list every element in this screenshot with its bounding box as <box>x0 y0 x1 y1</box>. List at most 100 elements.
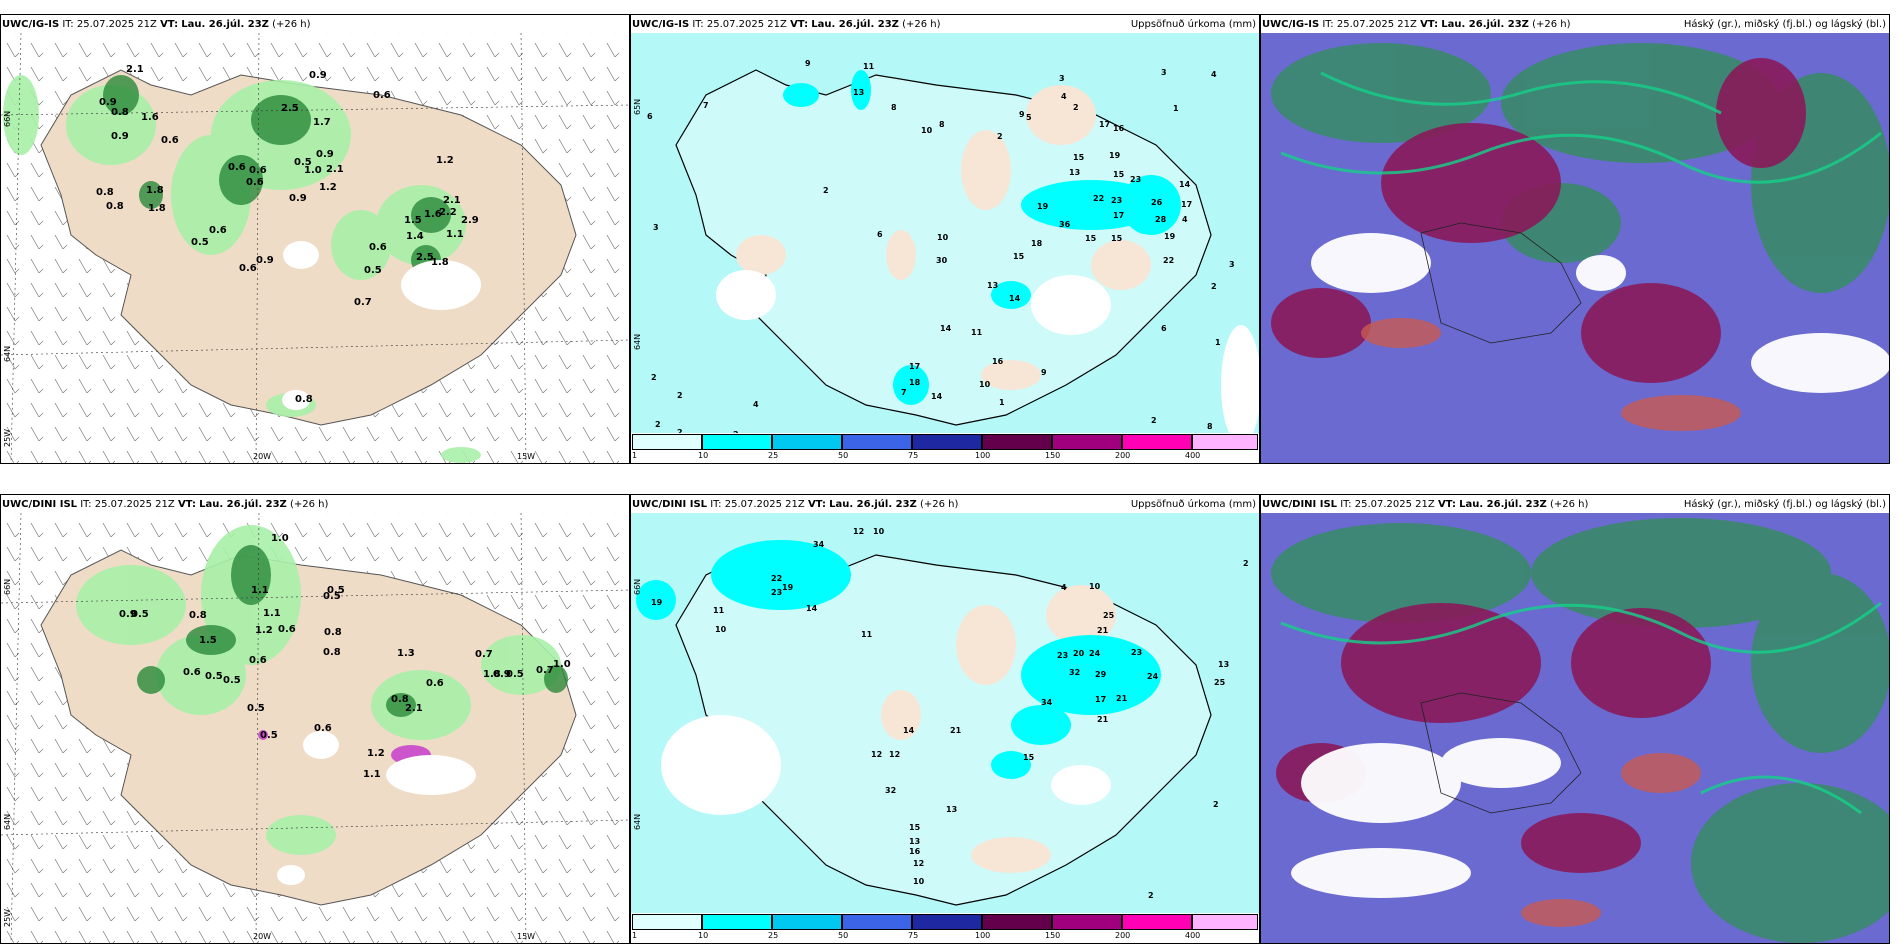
map-value-label: 0.9 <box>309 70 327 81</box>
panel-header: UWC/IG-IS IT: 25.07.2025 21Z VT: Lau. 26… <box>1262 19 1571 30</box>
map-value-label: 16 <box>909 847 921 856</box>
panel-igis-accum-precip: UWC/IG-IS IT: 25.07.2025 21Z VT: Lau. 26… <box>630 14 1260 464</box>
cbar-tick: 25 <box>768 451 779 460</box>
map-value-label: 14 <box>806 604 818 613</box>
panel-header: UWC/DINI ISL IT: 25.07.2025 21Z VT: Lau.… <box>1262 499 1589 510</box>
cbar-tick: 50 <box>838 451 849 460</box>
map-value-label: 19 <box>782 583 794 592</box>
map-value-label: 2 <box>677 391 683 400</box>
map-value-label: 3 <box>653 223 659 232</box>
field-title: Háský (gr.), miðský (fj.bl.) og lágský (… <box>1683 499 1886 510</box>
cbar-bin <box>982 914 1052 930</box>
map-value-label: 1.8 <box>148 203 166 214</box>
map-value-label: 0.8 <box>189 610 207 621</box>
map-value-label: 0.9 <box>111 131 129 142</box>
map-value-label: 15 <box>1013 252 1025 261</box>
map-value-label: 25 <box>1214 678 1226 687</box>
map-value-label: 1.8 <box>483 669 501 680</box>
map-value-label: 1.6 <box>424 209 442 220</box>
map-value-label: 18 <box>909 378 921 387</box>
map-value-label: 0.5 <box>327 585 345 596</box>
panel-header: UWC/IG-IS IT: 25.07.2025 21Z VT: Lau. 26… <box>632 19 941 30</box>
map-value-label: 26 <box>1151 198 1163 207</box>
lat-label-25w: 25W <box>3 428 12 447</box>
map-value-label: 21 <box>1116 694 1128 703</box>
map-value-label: 15 <box>1023 753 1035 762</box>
map-value-label: 0.5 <box>247 703 265 714</box>
map-value-label: 19 <box>1037 202 1049 211</box>
lon-label-15w: 15W <box>517 452 536 461</box>
precip-colorbar: 1 10 25 50 75 100 150 200 400 <box>632 434 1258 462</box>
cbar-bin <box>982 434 1052 450</box>
map-value-label: 16 <box>1113 124 1125 133</box>
cbar-tick: 100 <box>975 931 991 940</box>
cbar-tick: 1 <box>632 451 638 460</box>
panel-igis-precip-wind: UWC/IG-IS IT: 25.07.2025 21Z VT: Lau. 26… <box>0 14 630 464</box>
map-value-label: 13 <box>909 837 920 846</box>
map-value-label: 2.1 <box>405 703 423 714</box>
map-value-label: 10 <box>937 233 949 242</box>
map-value-label: 0.8 <box>106 201 124 212</box>
field-title: Uppsöfnuð úrkoma (mm) <box>1130 19 1256 30</box>
map-value-label: 1.1 <box>251 585 269 596</box>
cbar-bin <box>1052 434 1122 450</box>
map-value-label: 10 <box>873 527 885 536</box>
map-value-label: 5 <box>1026 113 1032 122</box>
lat-label-64n: 64N <box>633 813 642 830</box>
map-value-label: 10 <box>715 625 727 634</box>
map-value-label: 34 <box>813 540 825 549</box>
map-value-label: 8 <box>939 120 945 129</box>
map-value-label: 12 <box>853 527 864 536</box>
map-value-label: 23 <box>1130 175 1141 184</box>
cbar-tick: 50 <box>838 931 849 940</box>
map-value-label: 15 <box>1111 234 1123 243</box>
map-value-label: 4 <box>1182 215 1188 224</box>
map-value-label: 0.5 <box>323 591 341 602</box>
cbar-tick: 150 <box>1045 931 1061 940</box>
map-value-label: 2.9 <box>461 215 479 226</box>
map-value-label: 2 <box>1179 912 1185 913</box>
map-value-label: 4 <box>1211 70 1217 79</box>
cbar-bin <box>1192 914 1258 930</box>
map-value-label: 0.8 <box>111 107 129 118</box>
map-value-label: 0.5 <box>294 157 312 168</box>
map-value-label: 8 <box>891 103 897 112</box>
map-value-label: 23 <box>1057 651 1068 660</box>
cbar-tick: 400 <box>1185 451 1201 460</box>
cbar-bin <box>1122 434 1192 450</box>
cbar-tick: 100 <box>975 451 991 460</box>
map-value-label: 17 <box>1095 695 1106 704</box>
lat-label-65n: 65N <box>633 98 642 115</box>
map-value-label: 12 <box>871 750 882 759</box>
panel-dini-precip-wind: UWC/DINI ISL IT: 25.07.2025 21Z VT: Lau.… <box>0 494 630 944</box>
map-value-label: 0.6 <box>426 678 444 689</box>
cbar-tick: 150 <box>1045 451 1061 460</box>
map-value-label: 0.8 <box>324 627 342 638</box>
precip-wind-map: 2.10.90.60.90.8 1.62.51.70.9 0.60.50.90.6 0… <box>1 33 629 463</box>
panel-header: UWC/DINI ISL IT: 25.07.2025 21Z VT: Lau.… <box>632 499 959 510</box>
cbar-tick: 10 <box>698 451 709 460</box>
map-value-label: 0.6 <box>183 667 201 678</box>
map-value-label: 12 <box>913 859 924 868</box>
map-value-label: 3 <box>1229 260 1235 269</box>
map-value-label: 14 <box>903 726 915 735</box>
panel-header: UWC/IG-IS IT: 25.07.2025 21Z VT: Lau. 26… <box>2 19 311 30</box>
cbar-bin <box>772 914 842 930</box>
map-value-label: 14 <box>1179 180 1191 189</box>
map-value-label: 32 <box>885 786 896 795</box>
map-value-label: 2 <box>733 430 739 433</box>
map-value-label: 36 <box>1059 220 1071 229</box>
map-value-label: 15 <box>1073 153 1085 162</box>
map-value-label: 24 <box>1147 672 1159 681</box>
map-value-label: 28 <box>1155 215 1167 224</box>
map-value-label: 6 <box>647 112 653 121</box>
map-value-label: 15 <box>1085 234 1097 243</box>
map-value-label: 4 <box>1061 583 1067 592</box>
map-value-label: 10 <box>979 380 991 389</box>
cbar-bin <box>842 434 912 450</box>
map-value-label: 14 <box>931 392 943 401</box>
map-value-label: 13 <box>987 281 998 290</box>
map-value-label: 0.9 <box>316 149 334 160</box>
